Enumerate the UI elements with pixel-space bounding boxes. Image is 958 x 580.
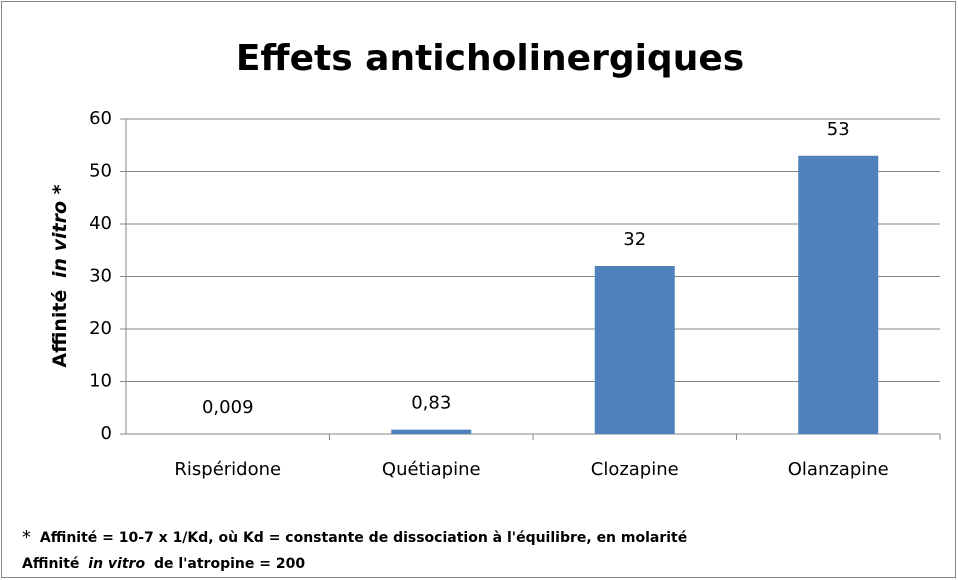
footnote-part: Affinité = 10-7 x 1/Kd, où Kd = constant… xyxy=(40,530,687,546)
data-label: 32 xyxy=(623,229,646,250)
y-tick-label: 0 xyxy=(101,423,112,444)
bar xyxy=(798,155,879,434)
y-axis-label-part: * xyxy=(49,184,71,194)
footnote: * Affinité = 10-7 x 1/Kd, où Kd = consta… xyxy=(22,527,687,548)
footnote-part: Affinité xyxy=(22,556,79,572)
footnote-part: de l'atropine = 200 xyxy=(154,556,305,572)
y-axis-label: Affinité in vitro * xyxy=(49,184,71,367)
data-label: 0,009 xyxy=(202,397,254,418)
chart-title: Effets anticholinergiques xyxy=(236,38,744,79)
y-tick-label: 60 xyxy=(89,108,112,129)
y-axis-label-part: in vitro xyxy=(49,201,71,278)
y-tick-label: 50 xyxy=(89,161,112,182)
x-tick-label: Clozapine xyxy=(591,459,679,480)
y-tick-label: 40 xyxy=(89,213,112,234)
x-tick-label: Rispéridone xyxy=(174,459,281,480)
footnote-part: * xyxy=(22,527,31,548)
x-tick-label: Olanzapine xyxy=(788,459,889,480)
y-axis-label-part: Affinité xyxy=(49,290,71,368)
bar xyxy=(594,266,675,434)
y-tick-label: 30 xyxy=(89,266,112,287)
data-label: 53 xyxy=(827,119,850,140)
y-tick-label: 10 xyxy=(89,371,112,392)
data-label: 0,83 xyxy=(411,393,451,414)
x-tick-label: Quétiapine xyxy=(382,459,481,480)
bar xyxy=(391,429,472,434)
y-tick-label: 20 xyxy=(89,318,112,339)
footnote: Affinité in vitro de l'atropine = 200 xyxy=(22,556,305,572)
footnote-part: in vitro xyxy=(88,556,145,572)
